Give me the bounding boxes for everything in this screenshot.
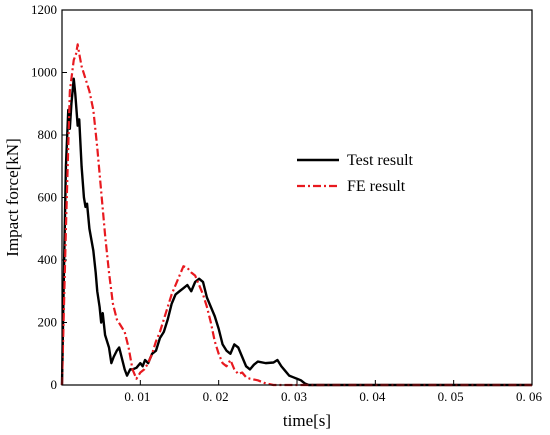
plot-frame xyxy=(61,9,533,386)
x-tick-label: 0. 01 xyxy=(124,389,150,404)
y-tick-label: 1000 xyxy=(31,65,57,80)
y-tick-label: 600 xyxy=(38,190,58,205)
x-tick-label: 0. 04 xyxy=(359,389,386,404)
legend-label-test-result: Test result xyxy=(347,152,414,169)
x-tick-label: 0. 02 xyxy=(203,389,229,404)
labels-layer: 0 200 400 600 800 1000 1200 0. 01 0. 02 0. 03 0. 0… xyxy=(31,2,543,404)
legend-label-fe-result: FE result xyxy=(347,178,406,195)
x-tick-label: 0. 05 xyxy=(438,389,464,404)
x-tick-label: 0. 03 xyxy=(281,389,307,404)
x-tick-label: 0. 06 xyxy=(516,389,543,404)
y-tick-label: 400 xyxy=(38,252,58,267)
y-tick-label: 200 xyxy=(38,315,58,330)
series-line-test-result xyxy=(60,77,532,387)
y-tick-label: 800 xyxy=(38,127,58,142)
y-tick-label: 0 xyxy=(51,377,58,392)
series-layer xyxy=(60,43,532,387)
y-tick-label: 1200 xyxy=(31,2,57,17)
series-line-fe-result xyxy=(60,43,532,387)
y-axis-title: Impact force[kN] xyxy=(3,138,22,256)
x-axis-title: time[s] xyxy=(283,411,331,430)
ticks-layer xyxy=(62,9,533,386)
legend: Test result FE result xyxy=(297,152,414,195)
